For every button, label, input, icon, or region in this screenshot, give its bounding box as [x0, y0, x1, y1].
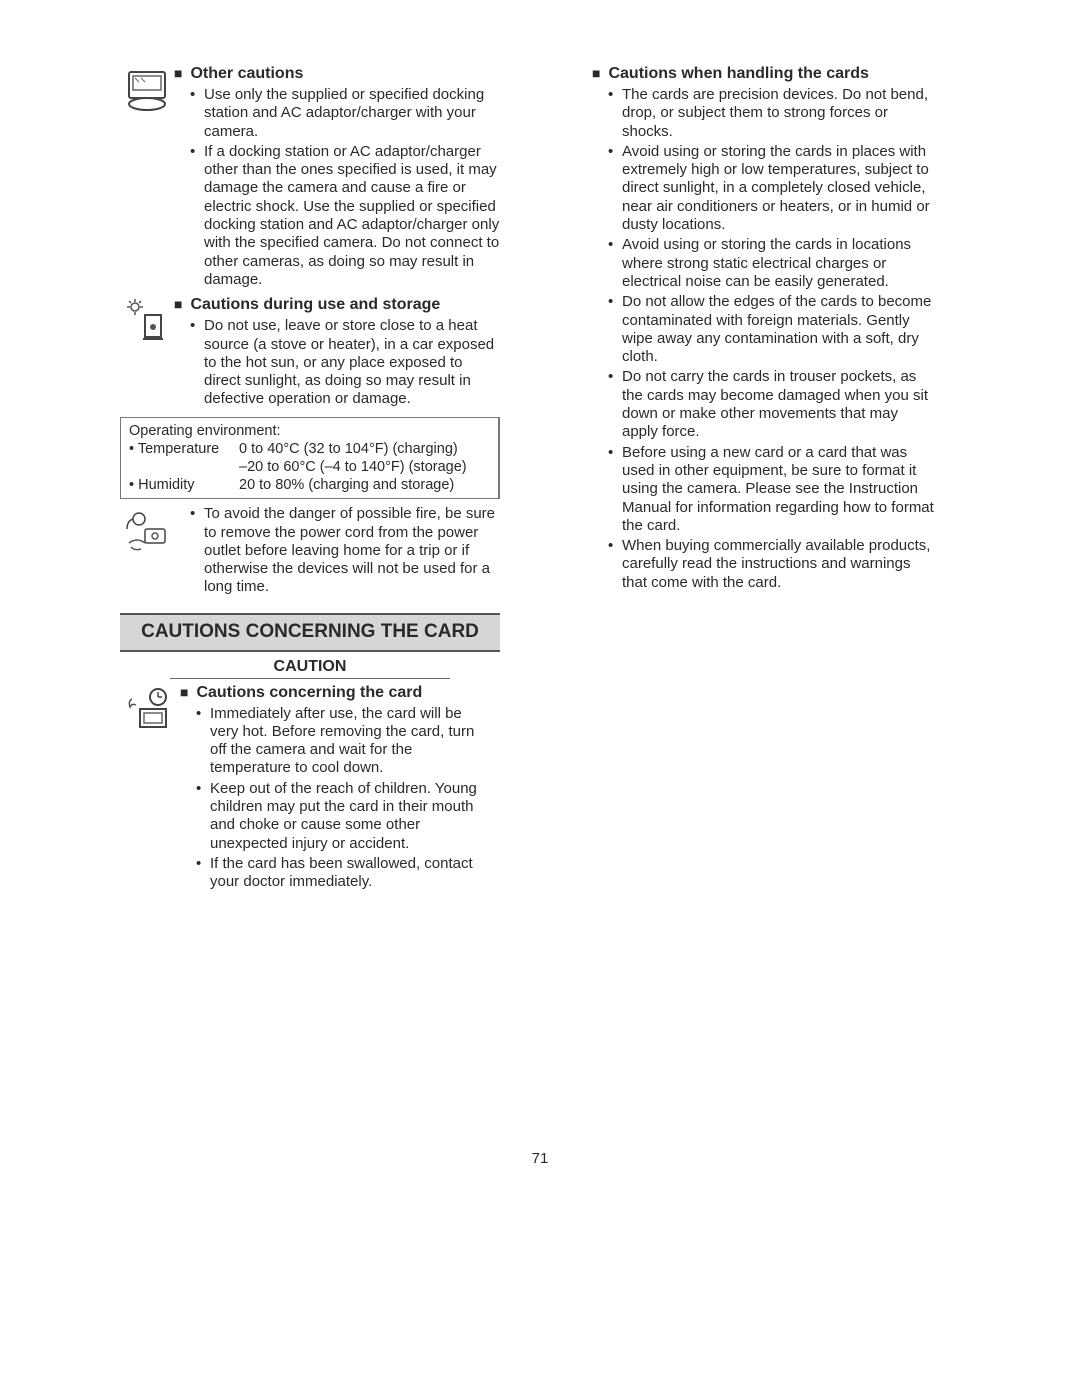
bullet-square-icon: ■ — [174, 295, 182, 315]
heading-text: Cautions concerning the card — [196, 683, 490, 703]
list-card-cautions: Immediately after use, the card will be … — [180, 705, 490, 892]
env-row-humidity: • Humidity 20 to 80% (charging and stora… — [129, 476, 490, 494]
heading-text: Cautions when handling the cards — [608, 64, 934, 84]
list-use-storage: Do not use, leave or store close to a he… — [174, 317, 500, 408]
list-item: Keep out of the reach of children. Young… — [198, 780, 490, 853]
env-title: Operating environment: — [129, 422, 490, 440]
heading-other-cautions: ■ Other cautions — [174, 64, 500, 84]
spacer — [554, 64, 592, 66]
list-item: Avoid using or storing the cards in plac… — [610, 143, 934, 234]
list-item: Before using a new card or a card that w… — [610, 444, 934, 535]
section-card-cautions: ■ Cautions concerning the card Immediate… — [120, 683, 500, 894]
manual-page: ■ Other cautions Use only the supplied o… — [0, 0, 1080, 1397]
unplug-trip-icon — [120, 505, 174, 555]
env-value: 0 to 40°C (32 to 104°F) (charging) — [239, 440, 490, 458]
env-value: –20 to 60°C (–4 to 140°F) (storage) — [239, 458, 490, 476]
section-use-storage: ■ Cautions during use and storage Do not… — [120, 295, 500, 410]
env-row-temp1: • Temperature 0 to 40°C (32 to 104°F) (c… — [129, 440, 490, 458]
section-other-cautions: ■ Other cautions Use only the supplied o… — [120, 64, 500, 291]
env-value: 20 to 80% (charging and storage) — [239, 476, 490, 494]
list-item: Use only the supplied or specified docki… — [192, 86, 500, 141]
bullet-square-icon: ■ — [592, 64, 600, 84]
caution-label: CAUTION — [170, 658, 450, 679]
section-fire-caution: To avoid the danger of possible fire, be… — [120, 505, 500, 598]
left-column: ■ Other cautions Use only the supplied o… — [120, 64, 500, 894]
env-label-temperature: • Temperature — [129, 440, 239, 458]
two-column-layout: ■ Other cautions Use only the supplied o… — [120, 64, 960, 894]
list-item: Avoid using or storing the cards in loca… — [610, 236, 934, 291]
heading-use-storage: ■ Cautions during use and storage — [174, 295, 500, 315]
camera-docking-icon — [120, 64, 174, 114]
heat-sun-icon — [120, 295, 174, 345]
list-item: Do not carry the cards in trouser pocket… — [610, 368, 934, 441]
list-item: If the card has been swallowed, contact … — [198, 855, 490, 892]
right-column: ■ Cautions when handling the cards The c… — [554, 64, 934, 894]
list-handling-cards: The cards are precision devices. Do not … — [592, 86, 934, 592]
list-item: When buying commercially available produ… — [610, 537, 934, 592]
list-other-cautions: Use only the supplied or specified docki… — [174, 86, 500, 289]
env-label-humidity: • Humidity — [129, 476, 239, 494]
list-item: Do not allow the edges of the cards to b… — [610, 293, 934, 366]
section-banner-card: CAUTIONS CONCERNING THE CARD — [120, 613, 500, 652]
list-item: Do not use, leave or store close to a he… — [192, 317, 500, 408]
hot-card-icon — [120, 683, 180, 733]
section-handling-cards: ■ Cautions when handling the cards The c… — [554, 64, 934, 594]
heading-card-cautions: ■ Cautions concerning the card — [180, 683, 490, 703]
heading-text: Other cautions — [190, 64, 500, 84]
list-item: Immediately after use, the card will be … — [198, 705, 490, 778]
list-fire-caution: To avoid the danger of possible fire, be… — [174, 505, 500, 596]
bullet-square-icon: ■ — [174, 64, 182, 84]
page-number: 71 — [0, 1150, 1080, 1167]
list-item: The cards are precision devices. Do not … — [610, 86, 934, 141]
heading-handling-cards: ■ Cautions when handling the cards — [592, 64, 934, 84]
env-row-temp2: x –20 to 60°C (–4 to 140°F) (storage) — [129, 458, 490, 476]
operating-environment-box: Operating environment: • Temperature 0 t… — [120, 417, 500, 500]
list-item: To avoid the danger of possible fire, be… — [192, 505, 500, 596]
list-item: If a docking station or AC adaptor/charg… — [192, 143, 500, 289]
bullet-square-icon: ■ — [180, 683, 188, 703]
heading-text: Cautions during use and storage — [190, 295, 500, 315]
